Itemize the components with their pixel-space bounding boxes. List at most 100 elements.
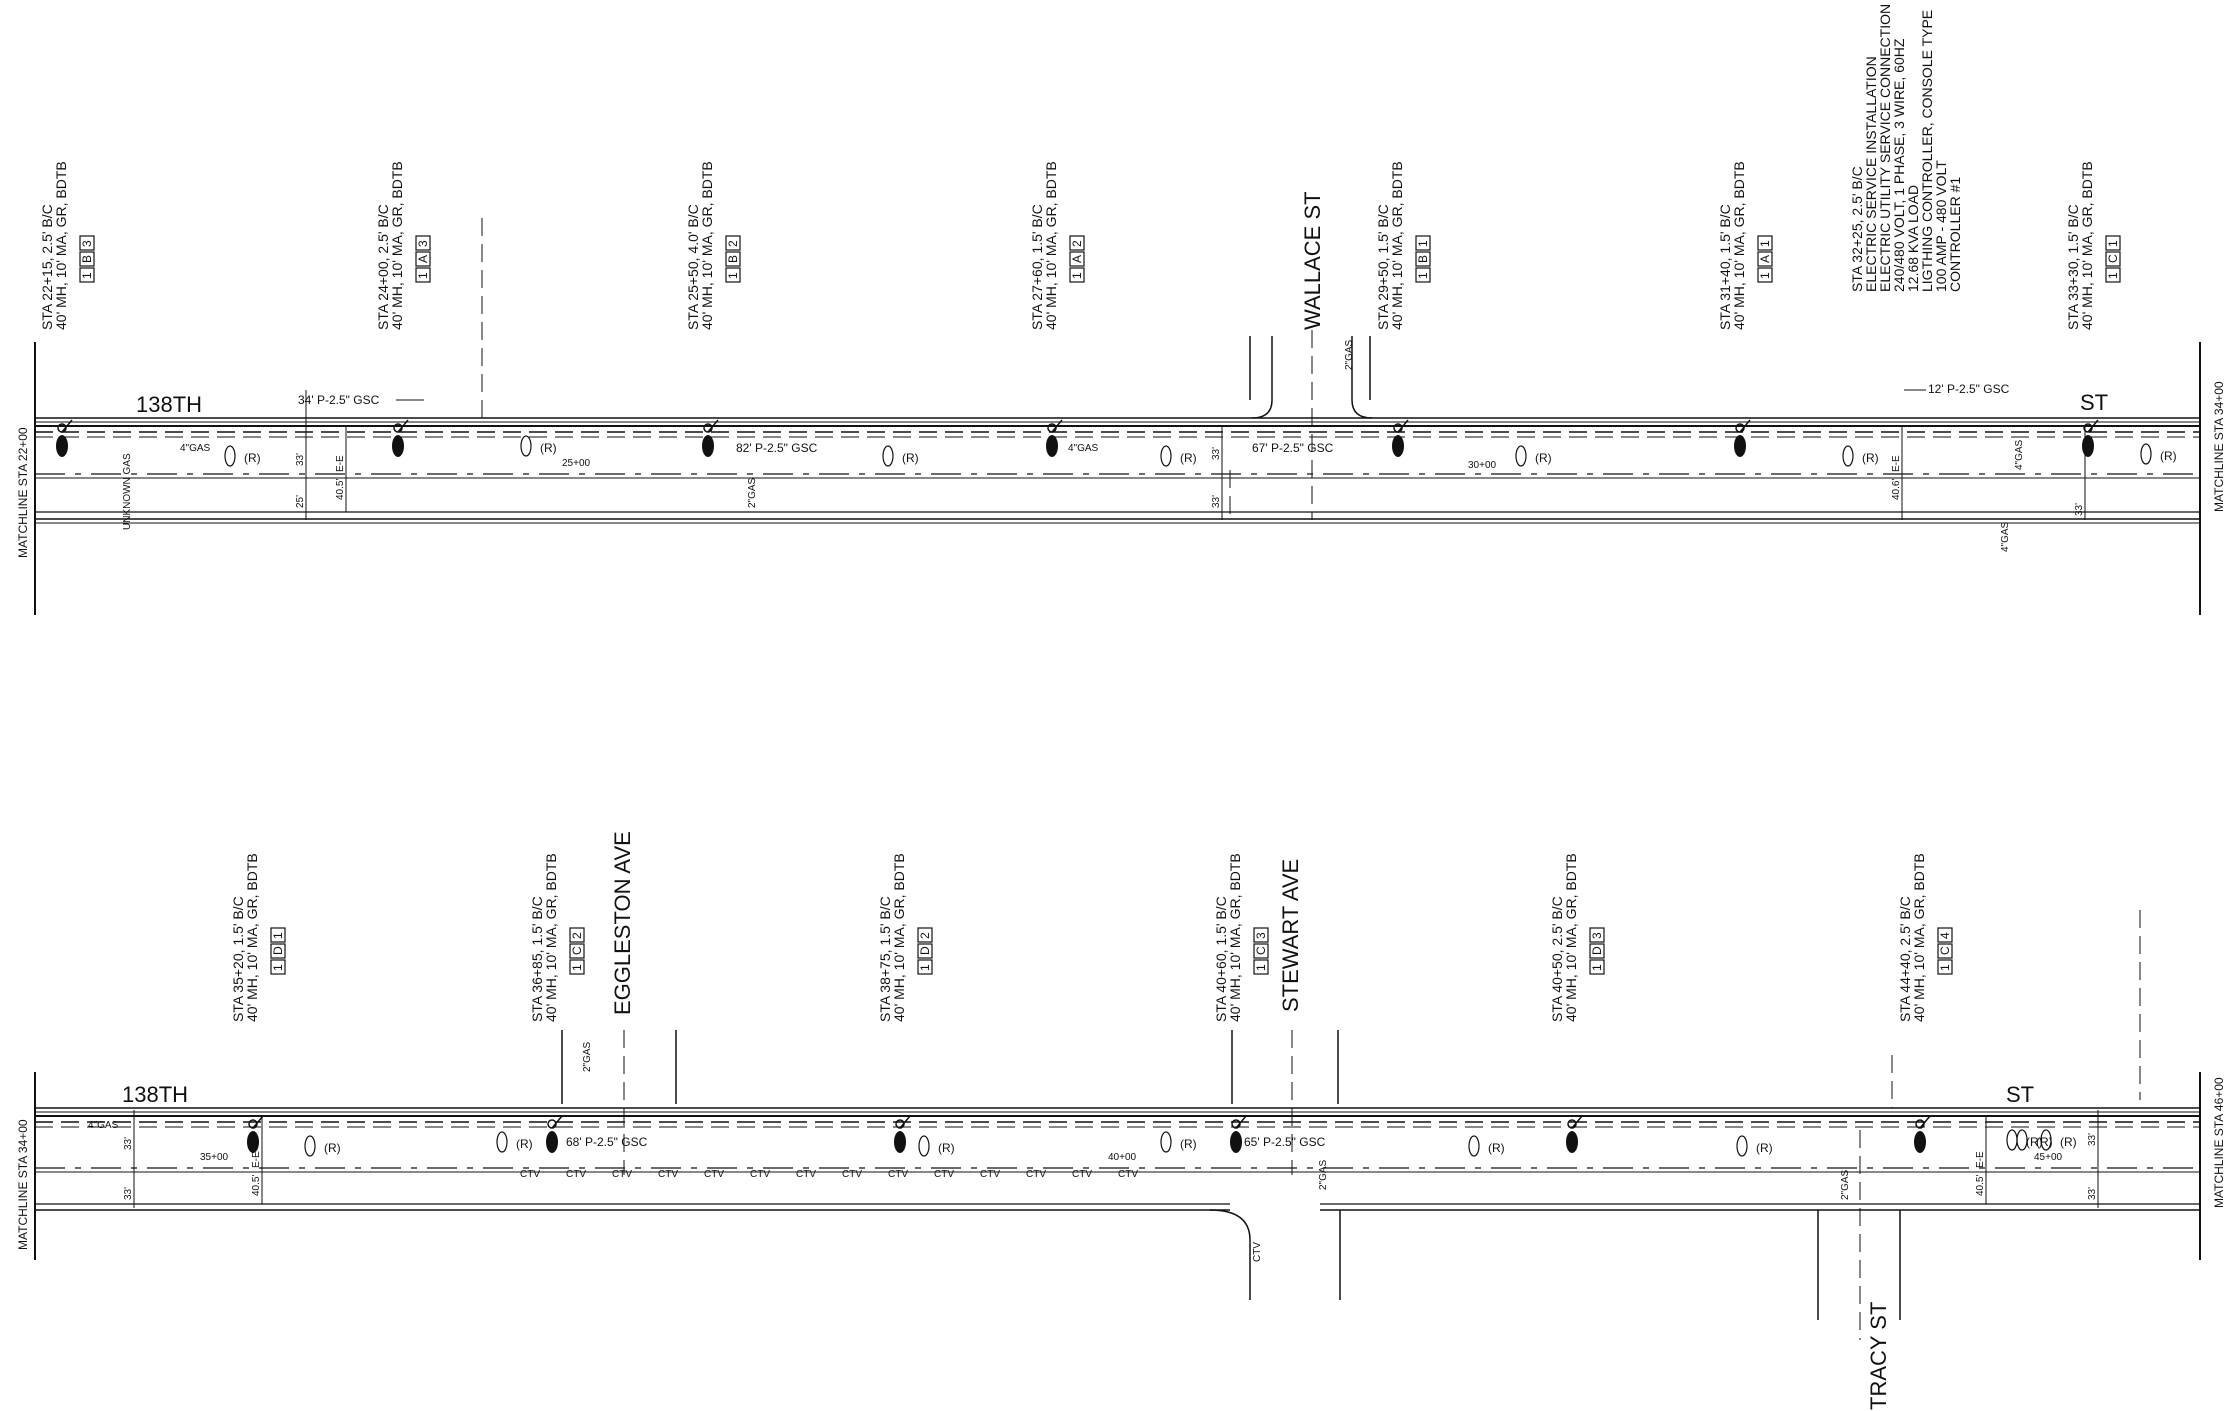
code-text: 1 xyxy=(726,272,740,279)
code-box xyxy=(1069,251,1085,267)
dim-label: 33' xyxy=(2074,503,2085,516)
code-text: C xyxy=(1938,946,1952,955)
removed-pole-icon xyxy=(2016,1129,2028,1151)
code-text: 2 xyxy=(726,240,740,247)
pole-label: STA 22+15, 2.5' B/C40' MH, 10' MA, GR, B… xyxy=(39,161,95,330)
pole-label-line1: STA 33+30, 1.5' B/C xyxy=(2065,204,2081,330)
removed-pole-icon xyxy=(1160,445,1172,467)
pole-label-line1: STA 29+50, 1.5' B/C xyxy=(1375,204,1391,330)
code-text: 1 xyxy=(1938,964,1952,971)
gas-label: 4"GAS xyxy=(1068,443,1099,454)
code-box xyxy=(270,959,286,975)
code-text: A xyxy=(1758,255,1772,263)
pole-labels-upper: STA 22+15, 2.5' B/C40' MH, 10' MA, GR, B… xyxy=(39,161,2121,330)
street-name-start-lower: 138TH xyxy=(122,1082,188,1107)
gas-label: 4"GAS xyxy=(2000,521,2011,552)
cross-street-stewart: STEWART AVE xyxy=(1278,859,1303,1012)
gas-label: UNKNOWN GAS xyxy=(122,453,133,530)
pole-label-line2: 40' MH, 10' MA, GR, BDTB xyxy=(1043,161,1059,330)
pole-label-line1: STA 31+40, 1.5' B/C xyxy=(1717,204,1733,330)
mast-arm-icon xyxy=(1919,1115,1931,1129)
code-box xyxy=(2105,267,2121,283)
code-box xyxy=(2105,251,2121,267)
ctv-label: CTV xyxy=(934,1169,954,1180)
pole-label-line2: 40' MH, 10' MA, GR, BDTB xyxy=(389,161,405,330)
service-note-line: 240/480 VOLT, 1 PHASE, 3 WIRE, 60HZ xyxy=(1891,38,1907,292)
code-box xyxy=(79,235,95,251)
pole-label: STA 38+75, 1.5' B/C40' MH, 10' MA, GR, B… xyxy=(877,853,933,1022)
gas-label: 2"GAS xyxy=(1840,1169,1851,1200)
ctv-label: CTV xyxy=(1072,1169,1092,1180)
light-pole-icon xyxy=(702,435,714,457)
code-box xyxy=(1589,927,1605,943)
cross-street-tracy: TRACY ST xyxy=(1866,1302,1891,1410)
code-box xyxy=(1937,943,1953,959)
light-pole-icon xyxy=(392,435,404,457)
removed-label: (R) xyxy=(540,441,557,455)
service-note-line: LIGTHING CONTROLLER, CONSOLE TYPE xyxy=(1919,10,1935,292)
ctv-label: CTV xyxy=(750,1169,770,1180)
removed-label: (R) xyxy=(324,1141,341,1155)
code-box xyxy=(1757,251,1773,267)
removed-label: (R) xyxy=(2160,449,2177,463)
station-label: 30+00 xyxy=(1468,460,1497,471)
station-label: 35+00 xyxy=(200,1152,229,1163)
dim-label: 33' xyxy=(295,453,306,466)
code-text: B xyxy=(726,255,740,263)
light-pole-icon xyxy=(1734,435,1746,457)
pole-label-line2: 40' MH, 10' MA, GR, BDTB xyxy=(543,853,559,1022)
pole-label-line2: 40' MH, 10' MA, GR, BDTB xyxy=(891,853,907,1022)
ctv-label: CTV xyxy=(980,1169,1000,1180)
dim-label: E-E xyxy=(1975,1151,1986,1168)
dim-label: 33' xyxy=(123,1137,134,1150)
code-box xyxy=(1253,959,1269,975)
dim-label: 33' xyxy=(1211,495,1222,508)
street-name-start-upper: 138TH xyxy=(136,392,202,417)
pole-label: STA 33+30, 1.5' B/C40' MH, 10' MA, GR, B… xyxy=(2065,161,2121,330)
light-pole-icon xyxy=(1566,1131,1578,1153)
pole-label: STA 44+40, 2.5' B/C40' MH, 10' MA, GR, B… xyxy=(1897,853,1953,1022)
code-text: 3 xyxy=(1254,932,1268,939)
code-text: 2 xyxy=(918,932,932,939)
code-box xyxy=(79,251,95,267)
code-text: 1 xyxy=(1758,272,1772,279)
ctv-label: CTV xyxy=(1118,1169,1138,1180)
pole-label-line1: STA 40+50, 2.5' B/C xyxy=(1549,896,1565,1022)
pole-label: STA 24+00, 2.5' B/C40' MH, 10' MA, GR, B… xyxy=(375,161,431,330)
code-text: B xyxy=(80,255,94,263)
lower-panel: MATCHLINE STA 34+00 MATCHLINE STA 46+00 … xyxy=(16,831,2226,1410)
removed-pole-icon xyxy=(496,1131,508,1153)
removed-pole-icon xyxy=(1736,1135,1748,1157)
street-name-end-lower: ST xyxy=(2006,1082,2034,1107)
pole-label-line1: STA 25+50, 4.0' B/C xyxy=(685,204,701,330)
pole-label-line2: 40' MH, 10' MA, GR, BDTB xyxy=(244,853,260,1022)
code-text: D xyxy=(1590,946,1604,955)
mast-arm-icon xyxy=(1397,419,1409,433)
matchline-right-upper: MATCHLINE STA 34+00 xyxy=(2212,381,2226,512)
code-box xyxy=(569,943,585,959)
code-text: D xyxy=(918,946,932,955)
dim-label: E-E xyxy=(335,455,346,472)
pole-label-line1: STA 24+00, 2.5' B/C xyxy=(375,204,391,330)
removed-pole-icon xyxy=(1160,1131,1172,1153)
pole-symbols-upper xyxy=(56,419,2099,457)
service-note-line: ELECTRIC UTILITY SERVICE CONNECTION xyxy=(1877,4,1893,292)
pole-label-line1: STA 35+20, 1.5' B/C xyxy=(230,896,246,1022)
removed-pole-icon xyxy=(520,435,532,457)
code-text: 1 xyxy=(1254,964,1268,971)
code-text: 1 xyxy=(1070,272,1084,279)
dim-label: E-E xyxy=(251,1151,262,1168)
service-note-line: STA 32+25, 2.5' B/C xyxy=(1849,166,1865,292)
code-text: 1 xyxy=(1758,240,1772,247)
ctv-label: CTV xyxy=(796,1169,816,1180)
code-box xyxy=(917,959,933,975)
pole-label-line2: 40' MH, 10' MA, GR, BDTB xyxy=(1731,161,1747,330)
removed-pole-icon xyxy=(1468,1135,1480,1157)
station-label: 45+00 xyxy=(2034,1152,2063,1163)
mast-arm-icon xyxy=(2087,419,2099,433)
pole-label: STA 31+40, 1.5' B/C40' MH, 10' MA, GR, B… xyxy=(1717,161,1773,330)
gas-label: 2"GAS xyxy=(582,1041,593,1072)
dim-label: 33' xyxy=(2087,1187,2098,1200)
pole-label-line2: 40' MH, 10' MA, GR, BDTB xyxy=(53,161,69,330)
